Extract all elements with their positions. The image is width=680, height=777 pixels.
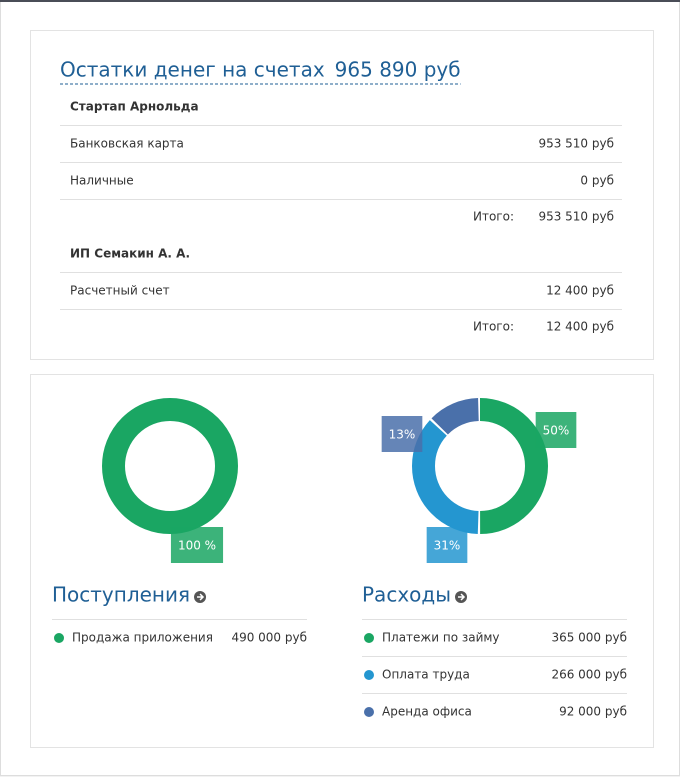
percent-label: 100 % — [178, 539, 216, 553]
top-bar — [0, 0, 680, 2]
legend-dot — [54, 633, 64, 643]
percent-badge — [535, 412, 577, 448]
details-arrow — [197, 593, 205, 601]
legend-name: Оплата труда — [382, 668, 470, 682]
legend-name: Аренда офиса — [382, 705, 472, 719]
legend-amount: 490 000 руб — [231, 631, 307, 645]
account-name: Наличные — [70, 174, 134, 188]
percent-badge — [426, 527, 468, 563]
percent-label: 50% — [543, 424, 570, 438]
percent-label: 31% — [434, 539, 461, 553]
account-amount: 0 руб — [580, 174, 614, 188]
percent-label: 13% — [389, 428, 416, 442]
balances-total: 965 890 руб — [335, 58, 461, 82]
account-name: Банковская карта — [70, 137, 184, 151]
total-label: Итого: — [473, 320, 514, 334]
donut-slice — [412, 398, 548, 534]
section-title: Поступления — [52, 583, 190, 607]
total-amount: 12 400 руб — [546, 320, 614, 334]
details-arrow — [458, 593, 466, 601]
legend-amount: 92 000 руб — [559, 705, 627, 719]
legend-name: Платежи по займу — [382, 631, 500, 645]
legend-name: Продажа приложения — [72, 631, 213, 645]
section-title: Расходы — [362, 583, 451, 607]
donut-slice — [102, 398, 238, 534]
group-name: Стартап Арнольда — [70, 100, 199, 114]
balances-panel — [30, 30, 654, 360]
account-name: Расчетный счет — [70, 284, 170, 298]
total-label: Итого: — [473, 210, 514, 224]
legend-dot — [364, 707, 374, 717]
percent-badge — [381, 416, 423, 452]
percent-badge — [170, 527, 224, 563]
legend-amount: 266 000 руб — [551, 668, 627, 682]
legend-dot — [364, 633, 374, 643]
group-name: ИП Семакин А. А. — [70, 247, 190, 261]
account-amount: 953 510 руб — [538, 137, 614, 151]
balances-title: Остатки денег на счетах — [60, 58, 325, 82]
legend-dot — [364, 670, 374, 680]
account-amount: 12 400 руб — [546, 284, 614, 298]
legend-amount: 365 000 руб — [551, 631, 627, 645]
donut-slice — [412, 398, 548, 534]
total-amount: 953 510 руб — [538, 210, 614, 224]
